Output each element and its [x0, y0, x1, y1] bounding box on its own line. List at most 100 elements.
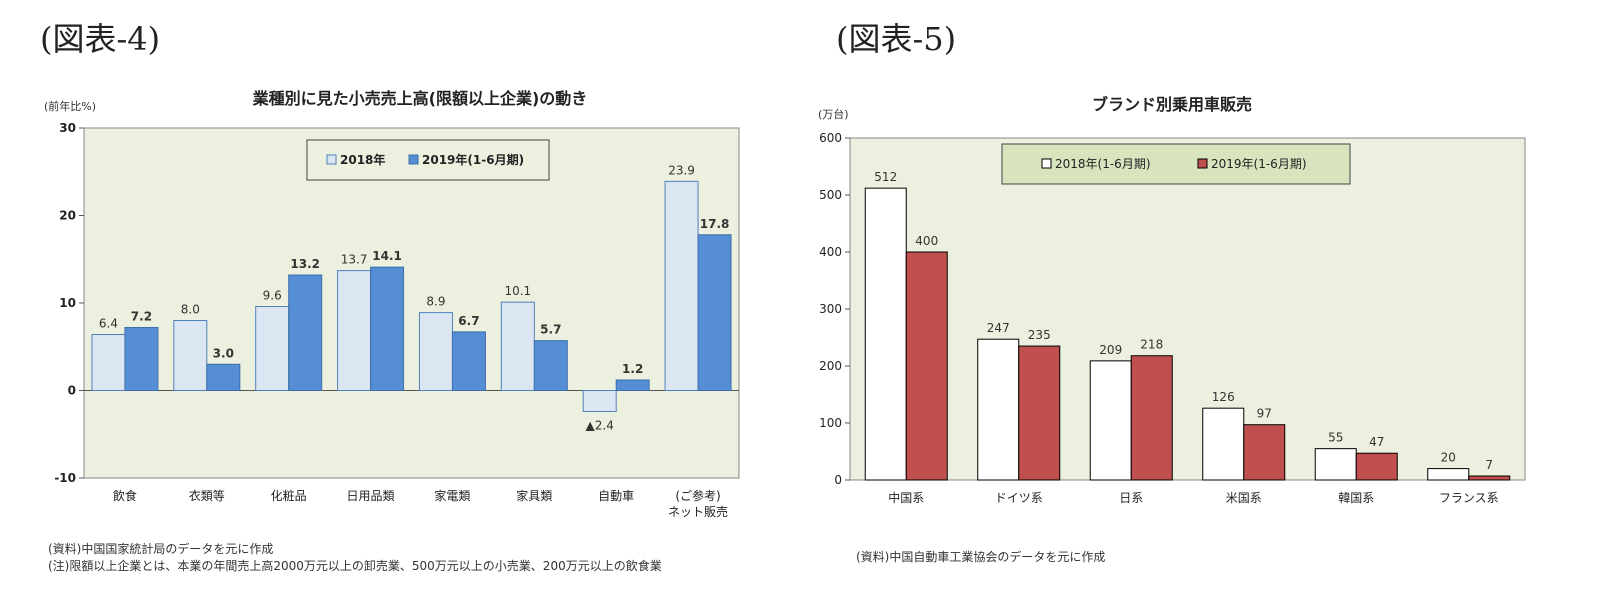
data-label: 247 — [987, 321, 1010, 335]
data-label: 7 — [1485, 458, 1493, 472]
figure-4-label: (図表-4) — [40, 20, 161, 58]
bar-series-1 — [418, 312, 453, 391]
y-tick-label: 20 — [59, 209, 76, 223]
data-label: 218 — [1140, 338, 1163, 352]
data-label: 8.0 — [181, 303, 200, 317]
x-category-label: 家具類 — [516, 488, 552, 503]
y-tick-label: 500 — [819, 188, 842, 202]
x-category-label: ネット販売 — [668, 504, 728, 519]
legend-box — [1001, 143, 1351, 185]
bar-series-1 — [864, 187, 907, 481]
chart1-footnote: (注)限額以上企業とは、本業の年間売上高2000万元以上の卸売業、500万元以上… — [48, 559, 662, 573]
bar-series-2 — [697, 234, 732, 391]
x-category-label: 化粧品 — [271, 489, 307, 503]
bar-series-1 — [664, 180, 699, 391]
chart-title: 業種別に見た小売売上高(限額以上企業)の動き — [252, 89, 588, 108]
bar-series-1 — [1427, 468, 1470, 481]
data-label: 47 — [1369, 435, 1384, 449]
legend-swatch-1 — [326, 154, 337, 165]
data-label: 23.9 — [668, 163, 695, 177]
data-label: 17.8 — [700, 217, 730, 231]
plot-area — [83, 127, 740, 479]
bar-series-2 — [1468, 475, 1511, 481]
data-label: ▲2.4 — [586, 419, 614, 433]
bar-series-1 — [1089, 360, 1132, 481]
bar-series-2 — [124, 327, 159, 391]
data-label: 10.1 — [504, 284, 531, 298]
bar-series-2 — [615, 379, 650, 391]
bar-series-1 — [255, 306, 290, 391]
legend-swatch-1 — [1041, 158, 1052, 169]
bar-series-1 — [337, 270, 372, 391]
y-tick-label: 300 — [819, 302, 842, 316]
retail-sales-chart: 業種別に見た小売売上高(限額以上企業)の動き (前年比%) -10 0 10 20 30 6.… — [44, 89, 740, 519]
data-label: 9.6 — [263, 289, 282, 303]
y-axis-label: (万台) — [818, 107, 849, 121]
figure-5-label: (図表-5) — [836, 20, 957, 58]
bar-series-1 — [1314, 448, 1357, 481]
data-label: 126 — [1212, 390, 1235, 404]
bar-series-2 — [905, 251, 948, 481]
legend-box — [306, 139, 550, 181]
data-label: 97 — [1257, 407, 1272, 421]
y-tick-label: -10 — [54, 471, 76, 485]
data-label: 8.9 — [426, 295, 445, 309]
x-category-label: 中国系 — [888, 490, 924, 505]
y-tick-label: 600 — [819, 131, 842, 145]
x-category-label: 米国系 — [1226, 491, 1262, 505]
y-tick-label: 0 — [834, 473, 842, 487]
x-category-label: 日系 — [1119, 491, 1143, 505]
bar-series-2 — [1130, 355, 1173, 481]
chart1-source-note: (資料)中国国家統計局のデータを元に作成 — [48, 542, 274, 556]
data-label: 6.4 — [99, 317, 118, 331]
data-label: 209 — [1099, 343, 1122, 357]
y-tick-label: 100 — [819, 416, 842, 430]
y-tick-label: 200 — [819, 359, 842, 373]
y-tick-label: 30 — [59, 121, 76, 135]
bar-series-1 — [977, 338, 1020, 481]
x-category-label: フランス系 — [1439, 491, 1499, 505]
y-tick-label: 400 — [819, 245, 842, 259]
data-label: 20 — [1441, 451, 1456, 465]
data-label: 13.7 — [341, 253, 368, 267]
bar-series-2 — [1355, 452, 1398, 481]
data-label: 13.2 — [290, 257, 320, 271]
y-axis-label: (前年比%) — [44, 99, 96, 113]
bar-series-1 — [1202, 407, 1245, 481]
bar-series-2 — [451, 331, 486, 391]
legend-label-2: 2019年(1-6月期) — [422, 152, 524, 167]
bar-series-2 — [206, 363, 241, 391]
bar-series-2 — [1018, 345, 1061, 481]
bar-series-2 — [533, 340, 568, 391]
data-label: 5.7 — [540, 323, 561, 337]
x-category-label: 日用品類 — [347, 489, 395, 503]
legend-label-2: 2019年(1-6月期) — [1211, 157, 1307, 171]
plot-area — [849, 137, 1526, 481]
bar-series-1 — [173, 320, 208, 391]
bar-series-2 — [370, 266, 405, 391]
data-label: 235 — [1028, 328, 1051, 342]
bar-series-2 — [288, 274, 323, 391]
x-category-label: 自動車 — [598, 489, 634, 503]
car-sales-chart: ブランド別乗用車販売 (万台) 0 100 200 300 400 500 600 512 400 中… — [818, 95, 1526, 505]
data-label: 400 — [915, 234, 938, 248]
y-tick-label: 0 — [68, 384, 76, 398]
legend-swatch-2 — [1197, 158, 1208, 169]
legend-label-1: 2018年(1-6月期) — [1055, 157, 1151, 171]
data-label: 6.7 — [458, 314, 479, 328]
data-label: 55 — [1328, 431, 1343, 445]
data-label: 7.2 — [131, 310, 152, 324]
bar-series-1 — [582, 390, 617, 412]
data-label: 1.2 — [622, 362, 643, 376]
legend-label-1: 2018年 — [340, 152, 385, 167]
bar-series-2 — [1243, 424, 1286, 481]
bar-series-1 — [500, 301, 535, 391]
bar-series-1 — [91, 334, 126, 391]
x-category-label: ドイツ系 — [995, 491, 1043, 505]
y-tick-label: 10 — [59, 296, 76, 310]
x-category-label: 衣類等 — [189, 488, 225, 503]
x-category-label: 家電類 — [434, 488, 470, 503]
legend-swatch-2 — [408, 154, 419, 165]
data-label: 3.0 — [213, 346, 234, 360]
x-category-label: 韓国系 — [1338, 491, 1374, 505]
